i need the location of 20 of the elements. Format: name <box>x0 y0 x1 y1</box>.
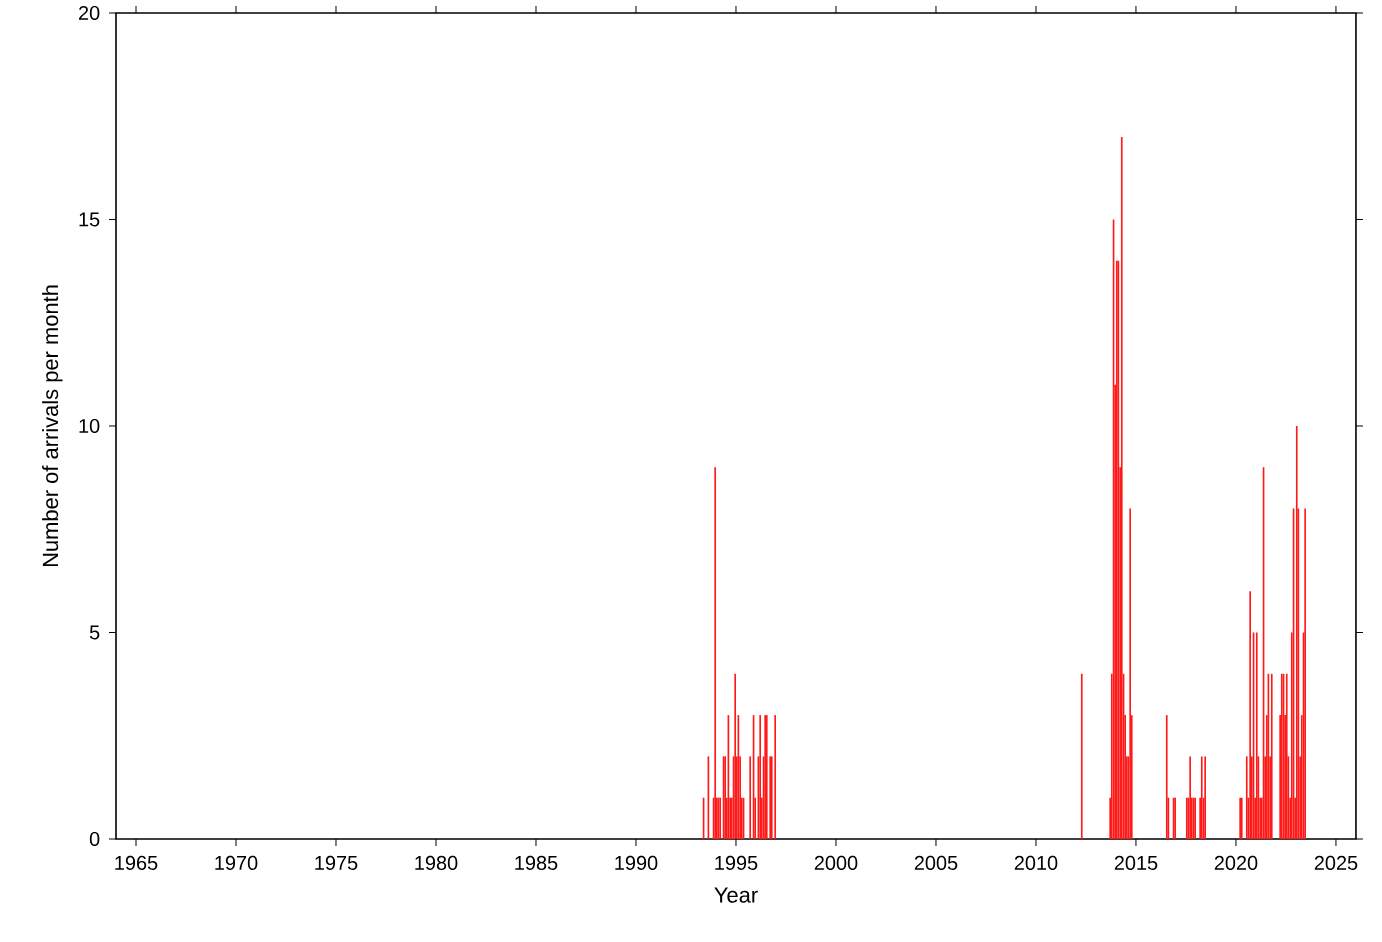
x-tick-label: 2010 <box>1014 855 1058 870</box>
x-tick-label: 1995 <box>715 855 758 870</box>
y-axis-title: Number of arrivals per month <box>42 285 63 567</box>
x-tick-label: 2025 <box>1314 855 1358 870</box>
x-tick-label: 1975 <box>315 855 358 870</box>
x-axis-title: Year <box>714 887 758 903</box>
x-tick-label: 1985 <box>515 855 558 870</box>
x-tick-label: 2015 <box>1114 855 1158 870</box>
x-tick-label: 1965 <box>115 855 158 870</box>
y-tick-label: 20 <box>79 5 100 21</box>
y-tick-label: 15 <box>79 212 100 227</box>
x-tick-label: 1980 <box>415 855 458 870</box>
y-tick-label: 10 <box>79 418 100 434</box>
x-tick-label: 1970 <box>215 855 258 870</box>
y-tick-label: 5 <box>89 625 100 640</box>
y-tick-label: 0 <box>89 831 100 847</box>
x-tick-label: 2020 <box>1214 855 1258 870</box>
x-tick-label: 1990 <box>615 855 658 870</box>
x-tick-label: 2000 <box>814 855 858 870</box>
x-tick-label: 2005 <box>914 855 958 870</box>
